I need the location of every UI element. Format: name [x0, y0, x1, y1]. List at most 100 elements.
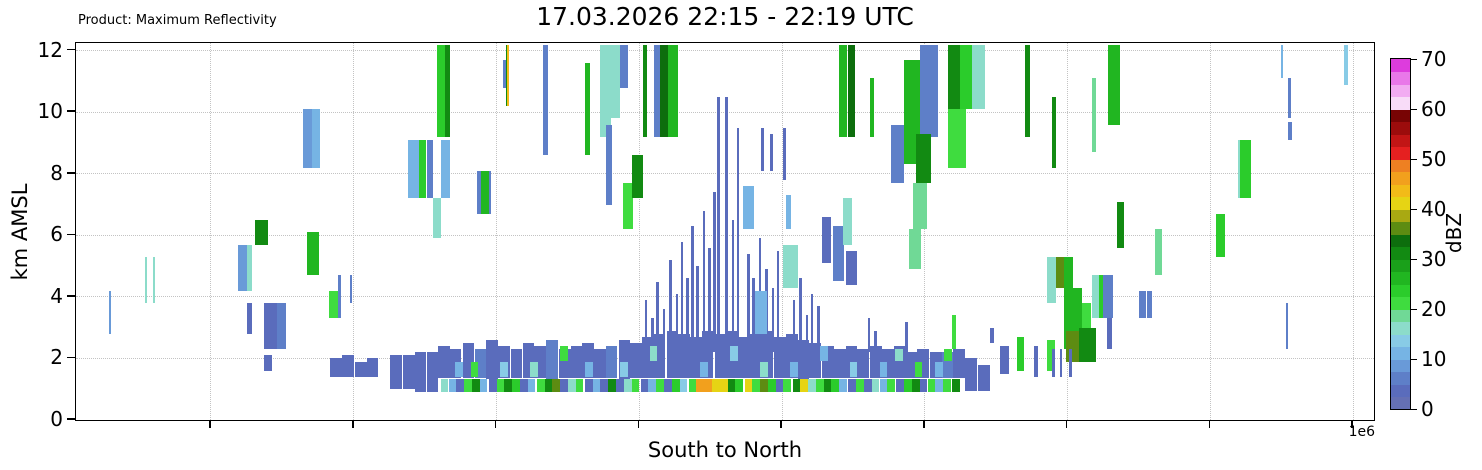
- data-cell: [935, 378, 944, 393]
- y-tick: [67, 48, 75, 51]
- data-cell: [584, 378, 593, 393]
- x-tick: [494, 421, 497, 428]
- data-cell: [414, 352, 427, 392]
- data-cell: [783, 378, 792, 393]
- data-cell: [1288, 121, 1293, 140]
- data-cell: [1079, 327, 1097, 362]
- data-cell: [619, 44, 628, 88]
- data-cell: [1215, 213, 1225, 257]
- data-cell: [849, 361, 858, 377]
- data-cell: [810, 293, 814, 353]
- data-cell: [678, 333, 690, 379]
- data-cell: [675, 293, 679, 353]
- x-axis-label: South to North: [647, 438, 803, 462]
- data-cell: [1072, 287, 1082, 350]
- data-cell: [631, 155, 644, 199]
- data-cell: [418, 139, 427, 199]
- data-cell: [433, 198, 441, 239]
- chart-title: 17.03.2026 22:15 - 22:19 UTC: [536, 2, 914, 31]
- data-cell: [834, 349, 846, 379]
- data-cell: [680, 241, 684, 353]
- data-cell: [349, 275, 353, 304]
- colorbar-tick: [1411, 108, 1417, 110]
- data-cell: [856, 378, 864, 393]
- data-cell: [312, 109, 320, 168]
- data-cell: [747, 253, 750, 353]
- data-cell: [887, 378, 896, 393]
- data-cell: [713, 192, 716, 353]
- gridline-horizontal: [76, 50, 1374, 52]
- data-cell: [264, 303, 278, 350]
- data-cell: [1052, 96, 1056, 168]
- data-cell: [653, 333, 666, 379]
- data-cell: [708, 247, 711, 353]
- data-cell: [725, 96, 728, 344]
- data-cell: [761, 127, 764, 171]
- data-cell: [719, 378, 728, 393]
- colorbar-band: [1391, 209, 1410, 223]
- data-cell: [735, 378, 744, 393]
- data-cell: [799, 278, 802, 353]
- data-cell: [656, 378, 664, 393]
- data-cell: [914, 361, 923, 377]
- y-tick-label: 6: [50, 222, 63, 247]
- data-cell: [971, 44, 985, 110]
- data-cell: [743, 186, 754, 230]
- data-cell: [714, 333, 727, 379]
- data-cell: [560, 346, 568, 362]
- colorbar-band: [1391, 96, 1410, 110]
- data-cell: [448, 378, 457, 393]
- data-cell: [648, 378, 657, 393]
- data-cell: [870, 78, 875, 137]
- data-cell: [808, 378, 816, 393]
- colorbar-band: [1391, 59, 1410, 73]
- data-cell: [701, 330, 714, 379]
- data-cell: [867, 318, 871, 353]
- data-cell: [1092, 78, 1097, 153]
- y-tick: [67, 233, 75, 236]
- colorbar-tick: [1411, 358, 1417, 360]
- colorbar-tick: [1411, 58, 1417, 60]
- gridline-vertical: [1209, 43, 1211, 420]
- gridline-vertical: [781, 43, 783, 420]
- data-cell: [512, 378, 520, 393]
- colorbar-band: [1391, 196, 1410, 210]
- data-cell: [752, 278, 755, 353]
- data-cell: [605, 346, 618, 379]
- colorbar-band: [1391, 159, 1410, 173]
- data-cell: [582, 343, 594, 379]
- data-cell: [470, 361, 479, 377]
- colorbar-band: [1391, 234, 1410, 248]
- data-cell: [863, 378, 872, 393]
- data-cell: [952, 378, 960, 393]
- gridline-vertical: [924, 43, 926, 420]
- data-cell: [329, 290, 339, 319]
- data-cell: [643, 44, 648, 137]
- data-cell: [426, 139, 433, 199]
- data-cell: [605, 124, 613, 205]
- data-cell: [989, 327, 994, 344]
- data-cell: [1052, 349, 1055, 377]
- data-cell: [696, 378, 705, 393]
- data-cell: [1017, 336, 1024, 371]
- data-cell: [717, 96, 720, 344]
- data-cell: [570, 346, 583, 379]
- data-cell: [871, 378, 880, 393]
- data-cell: [1106, 318, 1112, 350]
- y-tick: [67, 295, 75, 297]
- data-cell: [666, 330, 679, 379]
- data-cell: [552, 378, 561, 393]
- data-cell: [760, 378, 768, 393]
- plot-area: [75, 42, 1375, 421]
- data-cell: [905, 321, 908, 353]
- data-cell: [247, 244, 253, 291]
- data-cell: [651, 318, 654, 353]
- data-cell: [965, 358, 977, 391]
- colorbar-band: [1391, 259, 1410, 273]
- data-cell: [544, 378, 553, 393]
- data-cell: [144, 256, 148, 304]
- colorbar-band: [1391, 284, 1410, 298]
- data-cell: [839, 44, 847, 137]
- data-cell: [530, 361, 539, 377]
- colorbar-band: [1391, 334, 1410, 348]
